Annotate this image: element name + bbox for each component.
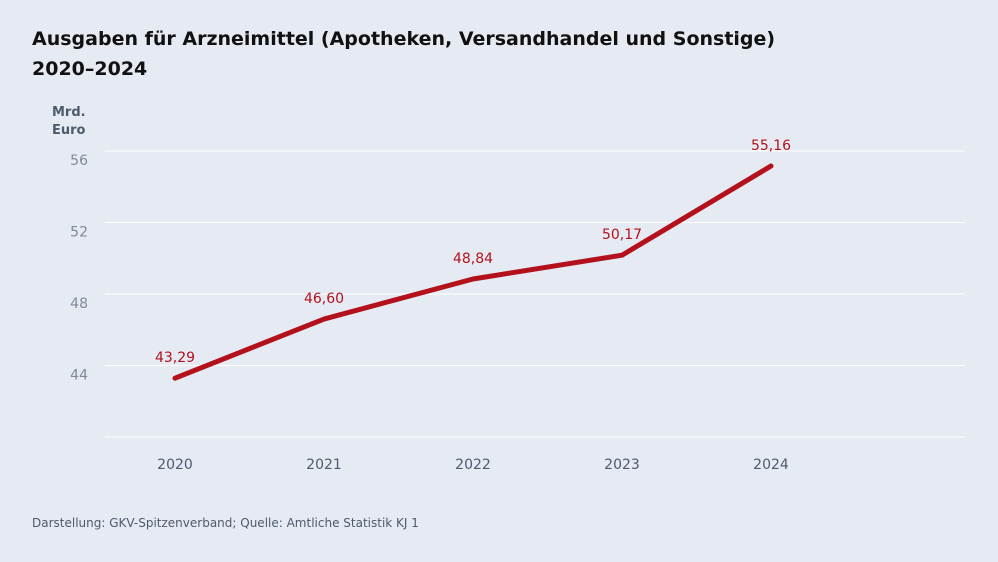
data-label: 50,17 bbox=[602, 227, 642, 243]
source-note: Darstellung: GKV-Spitzenverband; Quelle:… bbox=[32, 516, 419, 530]
x-tick-label: 2024 bbox=[753, 457, 789, 473]
data-label: 55,16 bbox=[751, 138, 791, 154]
y-tick-label: 52 bbox=[70, 225, 88, 241]
data-label: 43,29 bbox=[155, 350, 195, 366]
chart-title: Ausgaben für Arzneimittel (Apotheken, Ve… bbox=[32, 28, 776, 50]
data-label: 48,84 bbox=[453, 251, 493, 267]
y-axis-label: Mrd. Euro bbox=[52, 105, 86, 138]
y-tick-label: 44 bbox=[70, 368, 88, 384]
x-tick-label: 2022 bbox=[455, 457, 491, 473]
x-tick-label: 2023 bbox=[604, 457, 640, 473]
x-tick-label: 2020 bbox=[157, 457, 193, 473]
data-line bbox=[172, 163, 774, 381]
y-tick-label: 48 bbox=[70, 296, 88, 312]
chart-subtitle: 2020–2024 bbox=[32, 58, 148, 80]
data-label: 46,60 bbox=[304, 291, 344, 307]
x-tick-label: 2021 bbox=[306, 457, 342, 473]
y-tick-label: 56 bbox=[70, 153, 88, 169]
